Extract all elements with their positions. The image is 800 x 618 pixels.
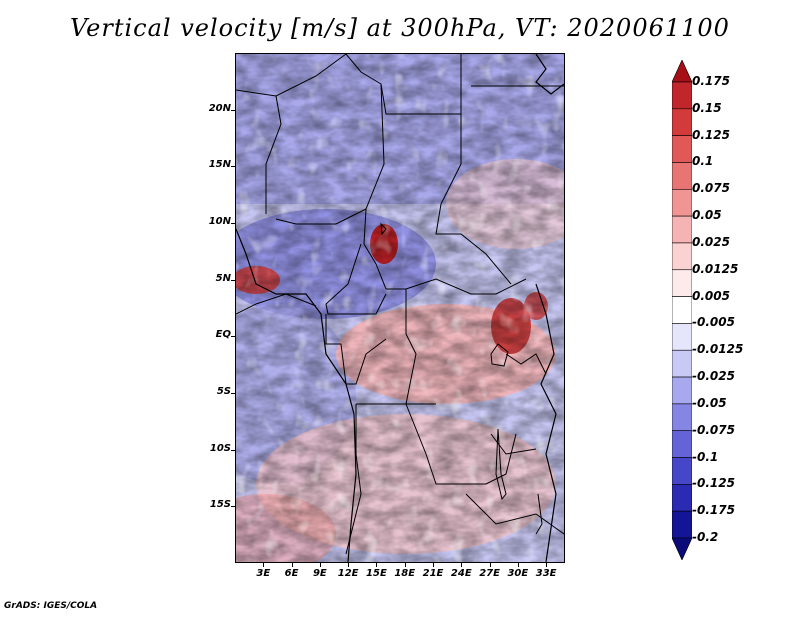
- lat-tick: [231, 393, 235, 394]
- lat-tick: [231, 336, 235, 338]
- colorbar-swatch: [672, 537, 692, 560]
- lon-tick-label: 15E: [366, 568, 387, 579]
- colorbar-label: 0.075: [692, 181, 730, 196]
- lon-tick-label: 30E: [507, 568, 529, 579]
- colorbar-swatch: [672, 135, 692, 163]
- colorbar-label: -0.05: [692, 395, 727, 410]
- colorbar-label: -0.125: [692, 476, 735, 491]
- lake-victoria: [490, 343, 509, 367]
- chart-title: Vertical velocity [m/s] at 300hPa, VT: 2…: [70, 14, 730, 42]
- lat-tick-label: 5N: [215, 272, 231, 284]
- lon-tick: [263, 563, 265, 567]
- lon-tick: [348, 563, 350, 567]
- lon-tick: [291, 563, 293, 567]
- lon-tick: [404, 563, 406, 567]
- lon-tick: [319, 563, 321, 567]
- lon-tick-label: 3E: [256, 568, 271, 579]
- country-boundaries: [236, 54, 564, 555]
- lat-tick-label: 5S: [216, 386, 231, 397]
- lat-tick-label: 15N: [208, 159, 231, 171]
- lon-tick-label: 27E: [479, 568, 500, 579]
- lat-tick-label: 15S: [209, 499, 231, 511]
- colorbar-label: -0.005: [692, 315, 735, 330]
- lat-tick: [231, 109, 235, 111]
- lon-tick-label: 24E: [450, 568, 472, 579]
- colorbar-swatch: [672, 162, 692, 190]
- colorbar-label: -0.0125: [692, 342, 744, 357]
- colorbar-swatch: [672, 269, 692, 297]
- colorbar-swatch: [672, 323, 692, 351]
- colorbar-label: -0.075: [692, 422, 735, 437]
- coastline: [236, 228, 357, 562]
- lake-chad: [380, 222, 387, 236]
- lon-tick-label: 12E: [337, 568, 359, 579]
- colorbar-label: -0.2: [692, 530, 719, 544]
- lon-tick: [546, 563, 548, 567]
- lat-tick-label: 20N: [208, 102, 231, 114]
- lat-tick-label: 10S: [209, 442, 231, 454]
- colorbar-swatch: [672, 457, 692, 485]
- lon-tick: [517, 563, 519, 567]
- lon-tick-label: 21E: [422, 568, 444, 579]
- lat-tick: [231, 223, 235, 224]
- colorbar-swatch: [672, 81, 692, 110]
- colorbar: [672, 60, 692, 560]
- colorbar-label: -0.175: [692, 503, 735, 518]
- colorbar-swatch: [672, 403, 692, 432]
- lon-tick: [376, 563, 378, 567]
- lon-tick-label: 9E: [312, 568, 327, 579]
- colorbar-swatch: [672, 349, 692, 378]
- lat-tick: [231, 166, 235, 168]
- colorbar-label: 0.15: [692, 100, 722, 115]
- lake-tanganyika: [495, 428, 507, 501]
- lon-tick: [433, 563, 434, 567]
- lon-tick-label: 6E: [284, 568, 299, 579]
- colorbar-label: 0.0125: [692, 261, 739, 276]
- vertical-velocity-field: [236, 54, 564, 562]
- colorbar-swatch: [672, 188, 692, 217]
- colorbar-label: 0.005: [692, 288, 730, 303]
- lat-tick: [231, 449, 235, 451]
- map-panel: [235, 53, 565, 563]
- lon-tick: [461, 563, 463, 567]
- colorbar-label: 0.025: [692, 234, 730, 249]
- colorbar-swatch: [672, 376, 692, 405]
- lat-tick-label: EQ: [215, 329, 231, 341]
- colorbar-swatch: [672, 296, 692, 324]
- lat-tick: [231, 279, 235, 281]
- colorbar-swatch: [672, 510, 692, 539]
- colorbar-swatch: [672, 242, 692, 271]
- lat-tick: [231, 506, 235, 508]
- colorbar-label: 0.175: [692, 74, 730, 88]
- colorbar-swatch: [672, 430, 692, 458]
- lon-tick-label: 33E: [535, 568, 557, 579]
- lon-tick-label: 18E: [394, 568, 416, 579]
- colorbar-swatch: [672, 60, 692, 83]
- colorbar-label: -0.025: [692, 369, 735, 384]
- colorbar-label: 0.125: [692, 127, 730, 142]
- colorbar-label: 0.05: [692, 208, 722, 223]
- colorbar-swatch: [672, 108, 692, 136]
- colorbar-swatch: [672, 484, 692, 512]
- colorbar-label: 0.1: [692, 154, 714, 169]
- lat-tick-label: 10N: [208, 216, 231, 227]
- lon-tick: [489, 563, 491, 567]
- software-credit: GrADS: IGES/COLA: [4, 601, 98, 611]
- colorbar-swatch: [672, 215, 692, 244]
- colorbar-label: -0.1: [692, 449, 719, 464]
